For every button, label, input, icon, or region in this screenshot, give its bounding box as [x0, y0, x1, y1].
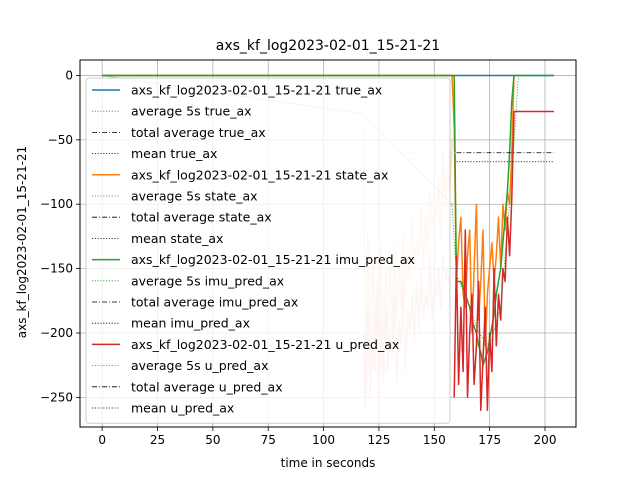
y-tick-label: −50	[48, 133, 73, 147]
legend-entry-label: average 5s state_ax	[131, 189, 258, 204]
legend: axs_kf_log2023-02-01_15-21-21 true_axave…	[85, 77, 451, 424]
x-tick-label: 150	[423, 433, 446, 447]
chart-title: axs_kf_log2023-02-01_15-21-21	[216, 38, 440, 54]
legend-entry-label: mean imu_pred_ax	[131, 316, 250, 331]
legend-entry-label: mean u_pred_ax	[131, 401, 234, 416]
legend-entry-label: total average state_ax	[131, 210, 272, 225]
x-tick-label: 125	[367, 433, 390, 447]
legend-entry-label: average 5s imu_pred_ax	[131, 273, 284, 288]
legend-box	[85, 77, 451, 424]
series-line-3	[453, 110, 554, 412]
x-tick-label: 50	[205, 433, 220, 447]
legend-entry-label: mean true_ax	[131, 146, 217, 161]
y-tick-label: −100	[40, 197, 73, 211]
legend-entry-label: axs_kf_log2023-02-01_15-21-21 imu_pred_a…	[131, 252, 415, 267]
x-tick-label: 0	[98, 433, 106, 447]
x-tick-label: 25	[150, 433, 165, 447]
legend-entry-label: average 5s true_ax	[131, 104, 252, 119]
x-tick-label: 175	[478, 433, 501, 447]
plot-frame	[79, 59, 577, 428]
legend-entry-label: axs_kf_log2023-02-01_15-21-21 u_pred_ax	[131, 337, 399, 352]
x-tick-label: 75	[261, 433, 276, 447]
legend-entry-label: total average imu_pred_ax	[131, 295, 298, 310]
y-tick-label: −250	[40, 390, 73, 404]
y-tick-label: 0	[65, 68, 73, 82]
legend-entry-label: axs_kf_log2023-02-01_15-21-21 state_ax	[131, 167, 388, 182]
y-tick-label: −150	[40, 262, 73, 276]
x-axis-label: time in seconds	[281, 456, 376, 470]
series-line-1	[102, 74, 515, 347]
legend-entry-label: average 5s u_pred_ax	[131, 358, 269, 373]
legend-entry-label: total average u_pred_ax	[131, 379, 283, 394]
legend-entry-label: total average true_ax	[131, 125, 266, 140]
y-axis-label: axs_kf_log2023-02-01_15-21-21	[15, 146, 29, 338]
y-tick-label: −200	[40, 326, 73, 340]
x-tick-label: 200	[534, 433, 557, 447]
legend-entry-label: axs_kf_log2023-02-01_15-21-21 true_ax	[131, 83, 382, 98]
legend-entry-label: mean state_ax	[131, 231, 223, 246]
x-tick-label: 100	[312, 433, 335, 447]
